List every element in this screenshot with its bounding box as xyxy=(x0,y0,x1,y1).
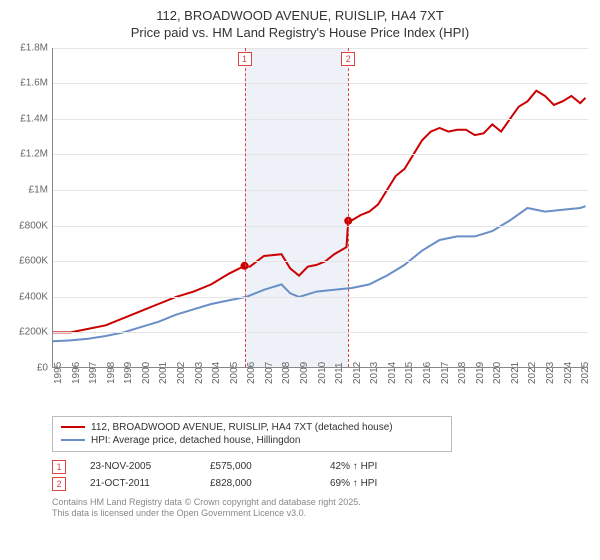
title-line2: Price paid vs. HM Land Registry's House … xyxy=(131,25,469,40)
event-marker-box: 1 xyxy=(238,52,252,66)
x-tick-label: 2013 xyxy=(369,362,380,384)
x-tick-label: 2002 xyxy=(176,362,187,384)
plot-area: 1995199619971998199920002001200220032004… xyxy=(52,48,588,368)
y-tick-label: £1.6M xyxy=(12,78,48,89)
x-tick-label: 1997 xyxy=(88,362,99,384)
x-tick-label: 2012 xyxy=(352,362,363,384)
x-tick-label: 2020 xyxy=(492,362,503,384)
gridline-h xyxy=(53,83,588,84)
y-tick-label: £0 xyxy=(12,362,48,373)
x-tick-label: 2025 xyxy=(580,362,591,384)
y-tick-label: £1M xyxy=(12,185,48,196)
chart-area: £0 £200K £400K £600K £800K £1M £1.2M £1.4M £1.6M… xyxy=(12,48,588,388)
footer-line1: Contains HM Land Registry data © Crown c… xyxy=(52,497,588,509)
legend-swatch xyxy=(61,439,85,441)
x-tick-label: 2003 xyxy=(194,362,205,384)
x-tick-label: 1998 xyxy=(106,362,117,384)
gridline-h xyxy=(53,297,588,298)
x-tick-label: 1995 xyxy=(53,362,64,384)
x-tick-label: 1999 xyxy=(123,362,134,384)
event-vline xyxy=(348,48,349,367)
x-tick-label: 2004 xyxy=(211,362,222,384)
legend-row: HPI: Average price, detached house, Hill… xyxy=(61,434,443,447)
x-tick-label: 2022 xyxy=(527,362,538,384)
title-line1: 112, BROADWOOD AVENUE, RUISLIP, HA4 7XT xyxy=(156,8,444,23)
x-tick-label: 2017 xyxy=(440,362,451,384)
y-tick-label: £1.2M xyxy=(12,149,48,160)
event-vline xyxy=(245,48,246,367)
event-marker-box: 2 xyxy=(341,52,355,66)
x-tick-label: 2006 xyxy=(246,362,257,384)
gridline-h xyxy=(53,261,588,262)
y-tick-label: £1.8M xyxy=(12,42,48,53)
event-date: 21-OCT-2011 xyxy=(90,478,210,489)
events-list: 1 23-NOV-2005£575,00042% ↑ HPI 2 21-OCT-201… xyxy=(52,460,588,491)
x-tick-label: 2008 xyxy=(281,362,292,384)
legend-row: 112, BROADWOOD AVENUE, RUISLIP, HA4 7XT … xyxy=(61,421,443,434)
gridline-h xyxy=(53,154,588,155)
x-tick-label: 2001 xyxy=(158,362,169,384)
x-tick-label: 2023 xyxy=(545,362,556,384)
x-tick-label: 2018 xyxy=(457,362,468,384)
event-date: 23-NOV-2005 xyxy=(90,461,210,472)
event-delta: 42% ↑ HPI xyxy=(330,461,450,472)
gridline-h xyxy=(53,226,588,227)
x-tick-label: 2005 xyxy=(229,362,240,384)
event-delta: 69% ↑ HPI xyxy=(330,478,450,489)
x-tick-label: 2014 xyxy=(387,362,398,384)
y-tick-label: £400K xyxy=(12,291,48,302)
x-tick-label: 2009 xyxy=(299,362,310,384)
event-num-box: 1 xyxy=(52,460,66,474)
chart-title: 112, BROADWOOD AVENUE, RUISLIP, HA4 7XT … xyxy=(12,8,588,42)
chart-container: 112, BROADWOOD AVENUE, RUISLIP, HA4 7XT … xyxy=(0,0,600,560)
gridline-h xyxy=(53,119,588,120)
x-tick-label: 2015 xyxy=(404,362,415,384)
gridline-h xyxy=(53,190,588,191)
event-price: £828,000 xyxy=(210,478,330,489)
legend-label: 112, BROADWOOD AVENUE, RUISLIP, HA4 7XT … xyxy=(91,422,393,433)
x-tick-label: 2000 xyxy=(141,362,152,384)
y-tick-label: £200K xyxy=(12,327,48,338)
footer-attribution: Contains HM Land Registry data © Crown c… xyxy=(52,497,588,520)
event-row: 2 21-OCT-2011£828,00069% ↑ HPI xyxy=(52,477,588,491)
event-num-box: 2 xyxy=(52,477,66,491)
y-tick-label: £1.4M xyxy=(12,113,48,124)
gridline-h xyxy=(53,48,588,49)
y-tick-label: £600K xyxy=(12,256,48,267)
x-tick-label: 2011 xyxy=(334,362,345,384)
event-price: £575,000 xyxy=(210,461,330,472)
x-tick-label: 1996 xyxy=(71,362,82,384)
x-tick-label: 2019 xyxy=(475,362,486,384)
x-tick-label: 2024 xyxy=(563,362,574,384)
y-tick-label: £800K xyxy=(12,220,48,231)
x-tick-label: 2016 xyxy=(422,362,433,384)
x-tick-label: 2021 xyxy=(510,362,521,384)
chart-svg xyxy=(53,48,589,368)
gridline-h xyxy=(53,332,588,333)
footer-line2: This data is licensed under the Open Gov… xyxy=(52,508,588,520)
legend-label: HPI: Average price, detached house, Hill… xyxy=(91,435,300,446)
legend-box: 112, BROADWOOD AVENUE, RUISLIP, HA4 7XT … xyxy=(52,416,452,452)
x-tick-label: 2010 xyxy=(317,362,328,384)
event-row: 1 23-NOV-2005£575,00042% ↑ HPI xyxy=(52,460,588,474)
legend-swatch xyxy=(61,426,85,428)
x-tick-label: 2007 xyxy=(264,362,275,384)
